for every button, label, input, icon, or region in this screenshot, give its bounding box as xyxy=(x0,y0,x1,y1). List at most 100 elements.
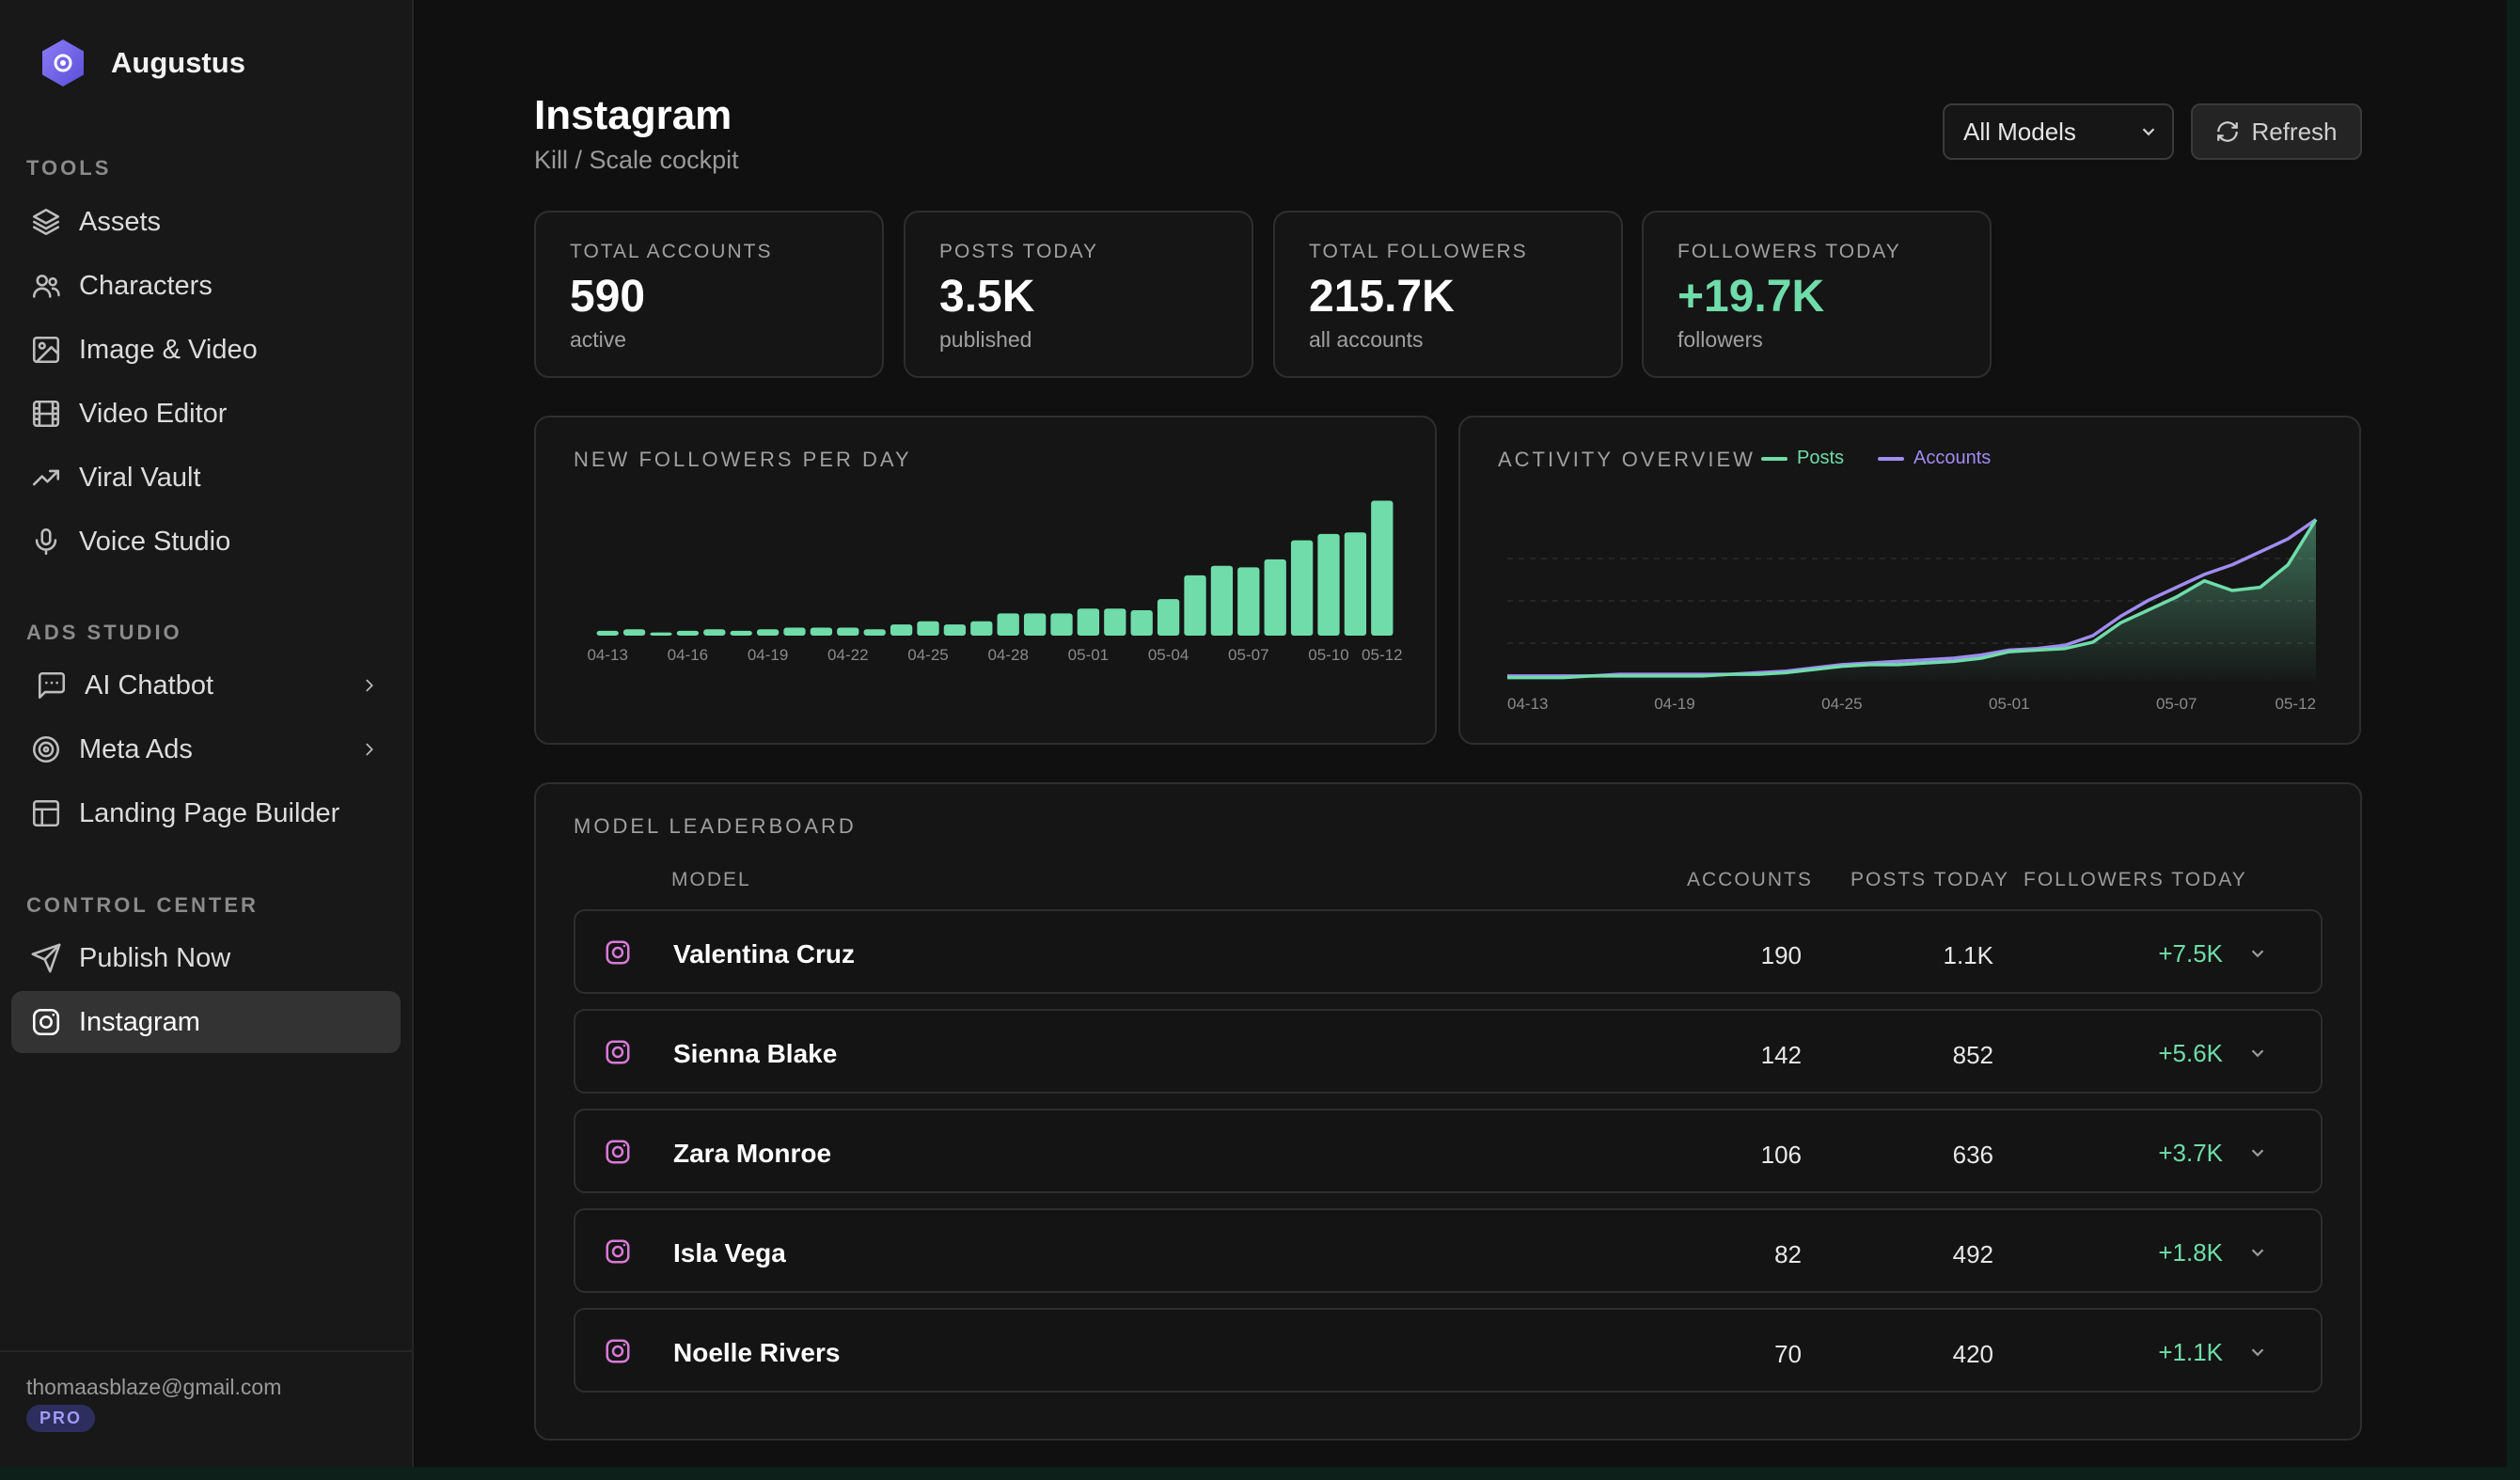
model-select[interactable]: All Models xyxy=(1943,103,2174,160)
x-tick-label: 05-07 xyxy=(1228,646,1268,664)
sidebar-item-label: Characters xyxy=(79,270,213,301)
bar xyxy=(1104,608,1126,636)
hexagon-logo-icon xyxy=(42,39,84,87)
model-name: Valentina Cruz xyxy=(673,939,855,968)
trending-up-icon xyxy=(32,469,60,486)
bar xyxy=(650,632,672,636)
section-label-tools: TOOLS xyxy=(26,156,112,180)
x-tick-label: 04-28 xyxy=(987,646,1028,664)
chevron-down-icon[interactable] xyxy=(2247,1342,2268,1362)
model-select-value: All Models xyxy=(1963,117,2076,146)
instagram-icon xyxy=(606,1239,630,1264)
leaderboard-row[interactable]: Valentina Cruz 190 1.1K +7.5K xyxy=(574,909,2323,994)
sidebar-item-video-editor[interactable]: Video Editor xyxy=(11,383,401,445)
sidebar-item-voice-studio[interactable]: Voice Studio xyxy=(11,511,401,573)
accounts-value: 82 xyxy=(1774,1240,1802,1268)
chevron-down-icon[interactable] xyxy=(2247,1242,2268,1263)
sidebar-item-characters[interactable]: Characters xyxy=(11,255,401,317)
activity-overview-chart-panel: ACTIVITY OVERVIEW Posts Accounts 04-13 04… xyxy=(1458,416,2361,745)
film-icon xyxy=(32,400,60,428)
stat-card-total-followers: TOTAL FOLLOWERS 215.7K all accounts xyxy=(1273,211,1623,378)
accounts-value: 106 xyxy=(1760,1141,1802,1169)
microphone-icon xyxy=(35,527,57,556)
stat-sub: published xyxy=(939,327,1032,352)
bar xyxy=(1237,567,1260,636)
sidebar-item-assets[interactable]: Assets xyxy=(11,191,401,253)
bar xyxy=(1050,613,1073,636)
chevron-down-icon[interactable] xyxy=(2247,1142,2268,1163)
sidebar-item-label: Publish Now xyxy=(79,942,231,973)
bar xyxy=(1344,532,1367,636)
window-bottom-edge xyxy=(0,1467,2520,1480)
brand[interactable]: Augustus xyxy=(38,38,245,88)
legend-swatch xyxy=(1761,456,1788,461)
refresh-button[interactable]: Refresh xyxy=(2191,103,2362,160)
stat-card-posts-today: POSTS TODAY 3.5K published xyxy=(904,211,1253,378)
bar xyxy=(1130,609,1153,636)
legend-swatch xyxy=(1878,456,1904,461)
stat-label: FOLLOWERS TODAY xyxy=(1677,241,1901,262)
x-tick-label: 05-01 xyxy=(1989,695,2029,713)
x-tick-label: 05-01 xyxy=(1068,646,1109,664)
posts-today-value: 636 xyxy=(1952,1141,1993,1169)
x-tick-label: 05-10 xyxy=(1308,646,1348,664)
followers-today-value: +1.1K xyxy=(2158,1338,2223,1366)
accounts-value: 70 xyxy=(1774,1340,1802,1368)
bar xyxy=(1023,613,1047,636)
sidebar-item-image-video[interactable]: Image & Video xyxy=(11,319,401,381)
sidebar-item-meta-ads[interactable]: Meta Ads xyxy=(11,718,401,780)
sidebar-item-publish-now[interactable]: Publish Now xyxy=(11,927,401,989)
bar xyxy=(810,627,833,636)
sidebar: Augustus TOOLS Assets Characters Image &… xyxy=(0,0,414,1467)
user-email[interactable]: thomaasblaze@gmail.com xyxy=(26,1375,282,1399)
chevron-down-icon[interactable] xyxy=(2247,1043,2268,1063)
chevron-down-icon xyxy=(2142,128,2155,136)
sidebar-item-landing-page-builder[interactable]: Landing Page Builder xyxy=(11,782,401,844)
x-tick-label: 04-25 xyxy=(907,646,948,664)
posts-today-value: 420 xyxy=(1952,1340,1993,1368)
model-name: Sienna Blake xyxy=(673,1039,838,1068)
sidebar-item-label: Instagram xyxy=(79,1006,200,1037)
legend-label: Posts xyxy=(1797,448,1845,468)
sidebar-item-label: Video Editor xyxy=(79,398,228,429)
model-name: Noelle Rivers xyxy=(673,1338,841,1367)
bar xyxy=(1184,575,1206,636)
bar xyxy=(622,629,646,636)
bar xyxy=(943,624,967,636)
refresh-label: Refresh xyxy=(2251,117,2338,146)
window-edge xyxy=(2507,0,2520,1480)
posts-today-value: 1.1K xyxy=(1943,941,1994,969)
bar xyxy=(1077,608,1100,636)
leaderboard-row[interactable]: Sienna Blake 142 852 +5.6K xyxy=(574,1009,2323,1094)
bar xyxy=(863,629,886,636)
column-header-posts-today: POSTS TODAY xyxy=(1851,869,2010,890)
stat-card-total-accounts: TOTAL ACCOUNTS 590 active xyxy=(534,211,884,378)
plan-badge: PRO xyxy=(26,1405,96,1432)
sidebar-item-label: Meta Ads xyxy=(79,733,193,764)
x-tick-label: 05-12 xyxy=(1362,646,1402,664)
sidebar-item-viral-vault[interactable]: Viral Vault xyxy=(11,447,401,509)
bar xyxy=(970,621,993,636)
chart-title: NEW FOLLOWERS PER DAY xyxy=(574,448,912,471)
leaderboard-row[interactable]: Noelle Rivers 70 420 +1.1K xyxy=(574,1308,2323,1393)
chevron-right-icon[interactable] xyxy=(359,675,380,696)
chevron-down-icon[interactable] xyxy=(2247,943,2268,964)
accounts-value: 190 xyxy=(1760,941,1802,969)
users-icon xyxy=(32,275,60,298)
leaderboard-row[interactable]: Isla Vega 82 492 +1.8K xyxy=(574,1208,2323,1293)
stat-sub: all accounts xyxy=(1309,327,1424,352)
stat-value: 215.7K xyxy=(1309,272,1455,322)
page-subtitle: Kill / Scale cockpit xyxy=(534,146,739,174)
bar xyxy=(837,627,859,636)
x-tick-label: 04-16 xyxy=(668,646,708,664)
chevron-right-icon[interactable] xyxy=(359,739,380,760)
leaderboard-row[interactable]: Zara Monroe 106 636 +3.7K xyxy=(574,1109,2323,1193)
instagram-icon xyxy=(606,1040,630,1064)
followers-today-value: +3.7K xyxy=(2158,1139,2223,1167)
layout-icon xyxy=(32,799,60,827)
send-icon xyxy=(31,943,61,973)
sidebar-item-ai-chatbot[interactable]: AI Chatbot xyxy=(11,654,401,716)
leaderboard-title: MODEL LEADERBOARD xyxy=(574,814,857,838)
sidebar-item-instagram[interactable]: Instagram xyxy=(11,991,401,1053)
refresh-icon xyxy=(2217,121,2239,142)
